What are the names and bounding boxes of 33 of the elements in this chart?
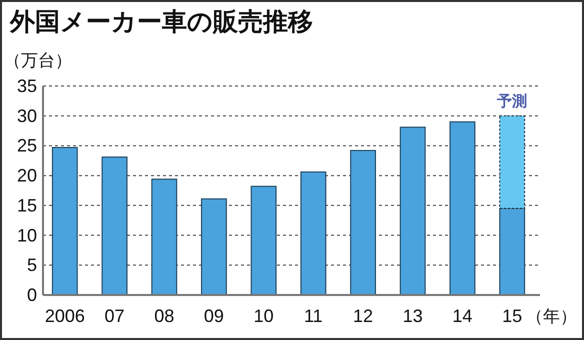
x-tick-label: 12 — [353, 306, 374, 326]
y-tick-label: 30 — [16, 106, 37, 126]
bar — [450, 121, 476, 296]
x-tick-label: 15 — [502, 306, 522, 326]
x-tick-label: 09 — [204, 306, 224, 326]
x-tick-label: 07 — [104, 306, 125, 326]
y-tick-label: 0 — [26, 285, 37, 305]
x-axis-title: （年） — [526, 307, 578, 326]
y-tick-label: 10 — [16, 225, 37, 246]
x-tick-label: 10 — [254, 306, 274, 326]
y-axis-title: （万台） — [4, 51, 72, 70]
bar — [102, 156, 128, 296]
y-tick-label: 5 — [26, 255, 37, 276]
x-tick-label: 11 — [304, 306, 323, 326]
y-tick-label: 35 — [16, 76, 37, 96]
bar — [350, 150, 376, 296]
y-tick-label: 25 — [16, 136, 37, 156]
y-tick-label: 15 — [16, 195, 37, 216]
bar — [201, 198, 227, 296]
x-tick-label: 2006 — [44, 306, 85, 326]
chart-title: 外国メーカー車の販売推移 — [9, 8, 313, 36]
bar — [400, 126, 426, 296]
bar — [499, 115, 526, 209]
bar — [151, 178, 178, 296]
bar — [499, 208, 526, 296]
series-label: 予測 — [496, 92, 528, 110]
bar — [300, 171, 326, 296]
x-tick-label: 08 — [154, 306, 174, 326]
x-tick-label: 13 — [402, 306, 423, 326]
x-tick-label: 14 — [452, 306, 472, 326]
bar — [52, 147, 78, 296]
y-tick-label: 20 — [16, 166, 37, 186]
bar — [250, 186, 277, 296]
